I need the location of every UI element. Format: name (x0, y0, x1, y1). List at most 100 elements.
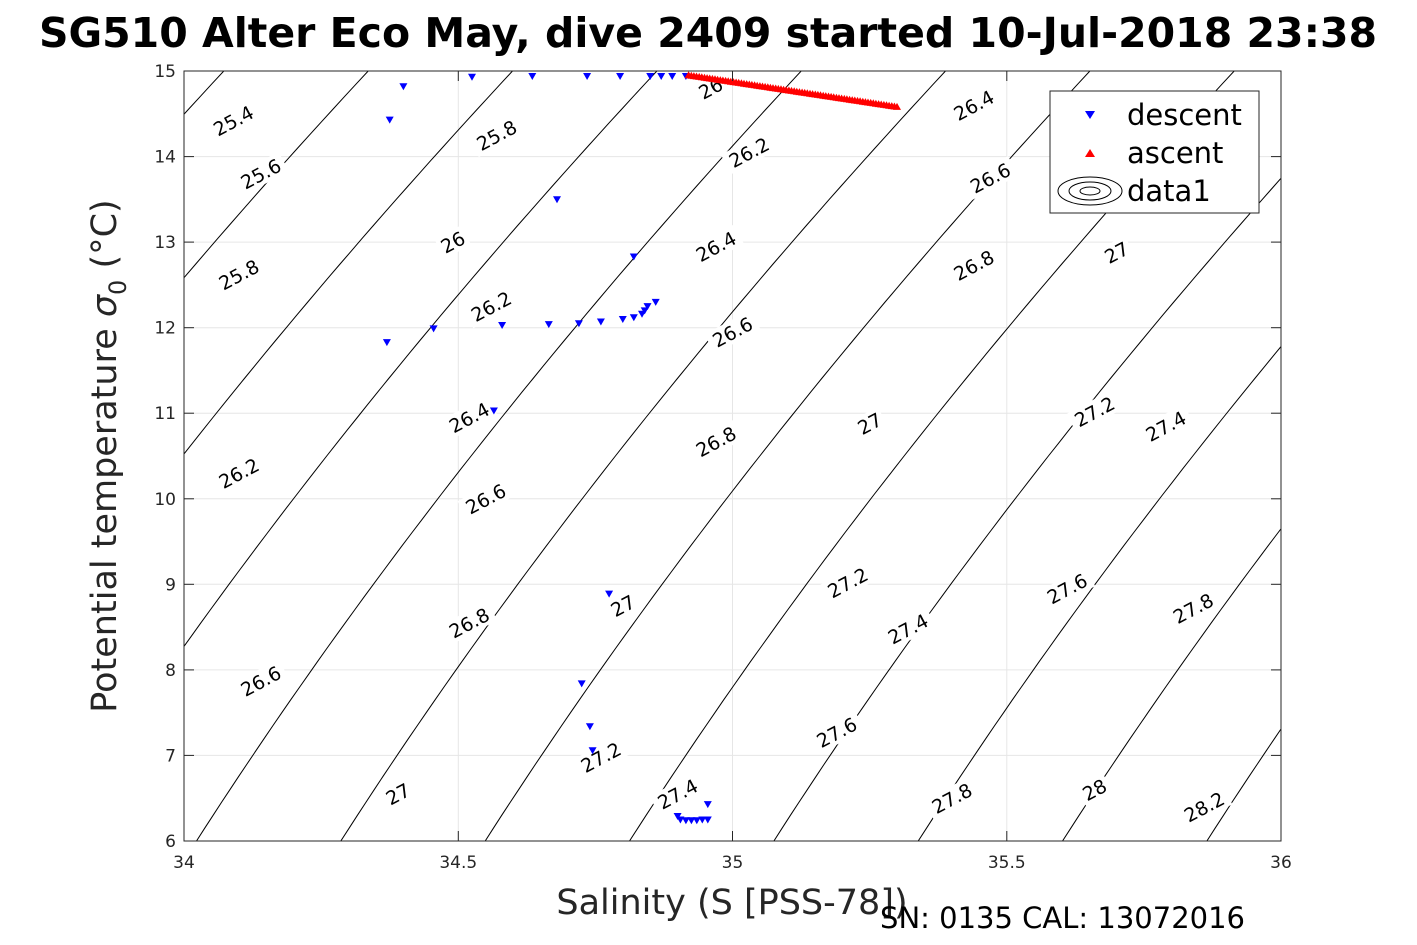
y-axis-label-main: Potential temperature (85, 317, 125, 713)
descent-point (646, 73, 655, 80)
legend-descent-label: descent (1127, 98, 1242, 132)
legend-ascent-label: ascent (1127, 136, 1223, 170)
y-tick-label: 10 (154, 490, 176, 510)
contour-label-background (205, 98, 262, 143)
legend-data1-label: data1 (1127, 174, 1211, 208)
legend-contour-marker (1057, 176, 1123, 206)
contour-label-background (210, 451, 268, 496)
contour-label-background (572, 735, 630, 780)
contour-line (184, 71, 658, 648)
descent-point (382, 339, 391, 347)
contour-label-background (945, 83, 1002, 128)
descent-point (544, 321, 553, 329)
descent-point (489, 407, 498, 415)
contour-label-background (441, 395, 498, 440)
contour-label-background (1066, 389, 1123, 434)
contour-line (484, 71, 1091, 841)
descent-point (703, 816, 712, 824)
contour-label-background (232, 659, 289, 703)
y-tick-label: 15 (154, 62, 176, 82)
descent-point (681, 817, 690, 825)
contour-line (1062, 527, 1281, 841)
descent-point (583, 73, 592, 80)
contour-label-background (434, 225, 472, 259)
descent-point (605, 590, 614, 598)
descent-point (429, 325, 438, 333)
descent-point (692, 817, 701, 825)
x-tick-label: 35.5 (988, 853, 1026, 873)
contour-line (184, 71, 513, 455)
descent-point (468, 73, 476, 81)
contour-label-background (379, 777, 417, 811)
density-contours (184, 71, 1281, 841)
x-tick-label: 35 (722, 853, 744, 873)
descent-point (657, 73, 666, 80)
descent-point (577, 680, 586, 688)
contour-line (184, 71, 225, 115)
contour-line (1206, 728, 1281, 841)
contour-label-background (232, 151, 289, 196)
contour-label-background (1137, 404, 1194, 449)
legend: descent ascent data1 (1049, 90, 1260, 214)
contour-label-background (1176, 784, 1233, 829)
contour-label-background (923, 776, 981, 821)
contour-label-background (808, 710, 865, 755)
contour-label-background (687, 224, 745, 269)
descent-point (703, 801, 712, 809)
y-axis-ticks: 6 7 8 9 10 11 12 13 14 15 (154, 62, 1281, 852)
x-tick-label: 36 (1270, 853, 1292, 873)
y-tick-label: 11 (154, 404, 176, 424)
descent-point (585, 723, 594, 731)
contour-line (773, 177, 1281, 841)
descent-point (651, 298, 660, 306)
descent-point (618, 316, 627, 323)
contour-label-background (604, 588, 642, 623)
descent-point (640, 307, 649, 315)
x-tick-label: 34 (173, 853, 195, 873)
descent-point (385, 116, 394, 124)
contour-label-background (720, 130, 778, 175)
y-axis-label-sigma: σ (85, 293, 125, 317)
y-tick-label: 12 (154, 319, 176, 339)
descent-point (668, 73, 677, 80)
descent-point (588, 747, 597, 755)
ascent-point (893, 102, 901, 110)
x-tick-label: 34.5 (439, 853, 477, 873)
contour-label-background (468, 113, 525, 158)
contour-label-background (945, 243, 1002, 288)
descent-series (382, 73, 712, 825)
contour-label-background (1038, 566, 1096, 611)
contour-label-background (1165, 586, 1222, 631)
contour-label-background (649, 771, 706, 816)
contour-label-background (819, 560, 876, 605)
descent-point (629, 253, 638, 261)
y-tick-label: 8 (165, 661, 176, 681)
ascent-series (684, 71, 901, 110)
contour-label: 27 (604, 588, 642, 623)
descent-point (687, 817, 696, 825)
legend-descent-marker (1085, 111, 1095, 119)
contour-label-background (879, 606, 937, 651)
y-axis-label-unit: (°C) (85, 199, 125, 279)
descent-point (676, 816, 685, 824)
legend-ascent-marker (1085, 149, 1095, 157)
contour-line (917, 345, 1281, 841)
contour-label-background (210, 252, 268, 297)
x-axis-label: Salinity (S [PSS-78]) (556, 883, 907, 923)
descent-point (399, 83, 408, 91)
contour-line (196, 71, 802, 841)
descent-point (596, 318, 605, 326)
contour-line (184, 71, 369, 279)
y-tick-label: 13 (154, 233, 176, 253)
contour-label-background (441, 600, 498, 645)
contour-label-background (1098, 235, 1135, 270)
contour-label-background (457, 476, 514, 521)
descent-point (528, 73, 537, 80)
y-axis-label-sub: 0 (104, 280, 132, 295)
y-axis-label: Potential temperature σ0 (°C) (85, 199, 132, 712)
contour-label-background (851, 406, 889, 441)
contour-label-background (704, 309, 761, 354)
descent-point (629, 314, 638, 322)
descent-point (698, 816, 707, 824)
